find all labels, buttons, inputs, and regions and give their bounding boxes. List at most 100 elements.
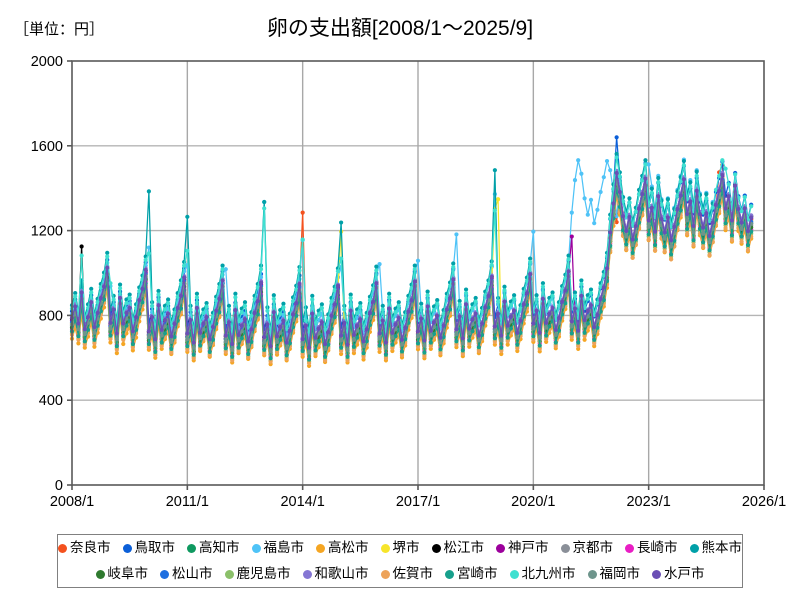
series-marker (313, 348, 318, 353)
legend-item-鹿児島市[interactable]: 鹿児島市 (224, 566, 291, 582)
series-marker (726, 194, 731, 199)
series-marker (355, 323, 360, 328)
series-marker (505, 339, 510, 344)
legend-item-鳥取市[interactable]: 鳥取市 (122, 541, 175, 555)
legend-marker-icon (496, 543, 505, 553)
series-marker (624, 228, 629, 234)
series-marker (633, 209, 638, 215)
series-marker (512, 293, 517, 298)
series-marker (326, 315, 331, 321)
series-marker (463, 287, 469, 292)
series-marker (672, 224, 677, 229)
series-marker (114, 337, 119, 342)
series-marker (614, 170, 619, 176)
series-marker (694, 169, 699, 174)
series-marker (537, 335, 542, 340)
series-marker (444, 295, 449, 300)
series-marker (553, 332, 558, 337)
series-marker (262, 351, 267, 356)
series-marker (617, 189, 622, 195)
series-marker (207, 353, 212, 358)
series-marker (204, 301, 209, 306)
series-marker (252, 297, 257, 302)
series-marker (268, 344, 273, 349)
legend-item-長崎市[interactable]: 長崎市 (625, 541, 678, 555)
series-marker (377, 346, 382, 351)
series-marker (332, 288, 337, 293)
legend-item-高松市[interactable]: 高松市 (316, 541, 369, 555)
series-marker (451, 264, 456, 270)
legend-item-福岡市[interactable]: 福岡市 (587, 567, 640, 581)
series-marker (249, 313, 254, 318)
series-marker (428, 328, 433, 333)
series-marker (76, 327, 81, 332)
series-marker (521, 302, 526, 307)
series-marker (685, 211, 690, 217)
series-marker (547, 299, 552, 304)
series-marker (166, 301, 171, 306)
series-marker (665, 215, 670, 220)
series-marker (201, 334, 206, 339)
legend-item-松江市[interactable]: 松江市 (431, 541, 484, 555)
legend-label: 鹿児島市 (236, 566, 291, 582)
legend-item-奈良市[interactable]: 奈良市 (58, 541, 111, 555)
series-marker (284, 327, 289, 332)
series-marker (528, 271, 533, 277)
legend-item-岐阜市[interactable]: 岐阜市 (95, 567, 148, 581)
series-marker (582, 196, 587, 201)
legend-item-堺市[interactable]: 堺市 (380, 541, 420, 555)
series-marker (701, 245, 706, 250)
legend-item-高知市[interactable]: 高知市 (187, 541, 240, 555)
series-marker (614, 214, 619, 219)
series-marker (624, 234, 629, 239)
series-marker (685, 226, 690, 231)
legend-item-京都市[interactable]: 京都市 (560, 541, 613, 555)
series-marker (274, 346, 280, 351)
series-marker (697, 211, 703, 217)
series-marker (403, 325, 408, 330)
legend-item-松山市[interactable]: 松山市 (160, 567, 213, 581)
series-marker (563, 288, 568, 293)
series-marker (723, 166, 728, 171)
series-marker (495, 299, 501, 304)
legend-item-水戸市[interactable]: 水戸市 (652, 567, 705, 581)
series-marker (630, 255, 635, 260)
series-marker (374, 281, 379, 286)
series-marker (537, 330, 542, 335)
legend-item-熊本市[interactable]: 熊本市 (689, 541, 742, 555)
legend-item-福島市[interactable]: 福島市 (251, 541, 304, 555)
series-marker (572, 178, 578, 183)
series-marker (236, 332, 241, 337)
series-marker (701, 225, 706, 230)
series-marker (438, 335, 443, 340)
legend-item-和歌山市[interactable]: 和歌山市 (302, 567, 369, 581)
series-marker (515, 346, 520, 351)
series-marker (646, 237, 651, 242)
legend-item-佐賀市[interactable]: 佐賀市 (380, 566, 434, 582)
series-marker (143, 257, 148, 262)
series-marker (342, 307, 347, 312)
series-marker (685, 231, 690, 236)
series-marker (662, 216, 667, 221)
legend-marker-icon (58, 543, 67, 553)
series-marker (701, 240, 706, 245)
series-marker (95, 310, 100, 315)
legend-label: 佐賀市 (392, 566, 434, 582)
series-marker (415, 334, 421, 339)
legend-item-宮崎市[interactable]: 宮崎市 (445, 567, 498, 581)
series-marker (217, 310, 222, 315)
series-marker (624, 247, 629, 252)
series-marker (563, 301, 568, 306)
series-marker (576, 344, 581, 349)
series-marker (351, 344, 357, 349)
series-marker (383, 356, 389, 361)
series-marker (108, 333, 113, 338)
legend-item-神戸市[interactable]: 神戸市 (496, 541, 549, 555)
series-marker (553, 327, 558, 332)
legend-item-北九州市[interactable]: 北九州市 (509, 567, 576, 581)
series-marker (175, 305, 180, 311)
series-marker (284, 340, 289, 345)
series-marker (681, 163, 687, 168)
series-marker (294, 287, 299, 292)
series-marker (601, 175, 606, 180)
